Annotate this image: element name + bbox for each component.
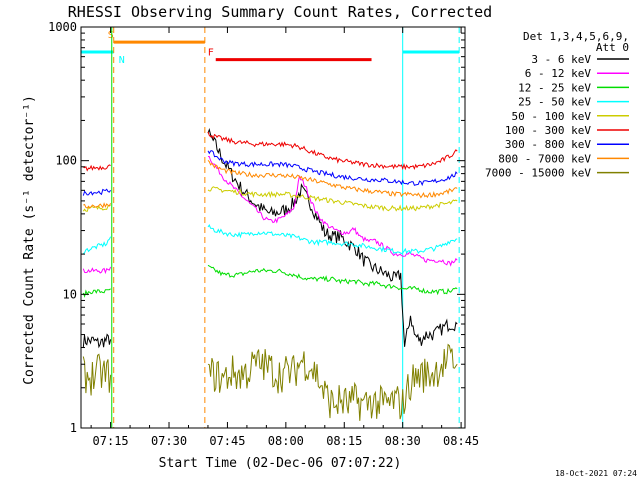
x-tick-label-3: 08:00 [268,434,304,448]
series-line-1-part-0 [82,266,112,275]
chart-title: RHESSI Observing Summary Count Rates, Co… [68,3,492,21]
y-axis-label: Corrected Count Rate (s⁻¹ detector⁻¹) [22,95,37,385]
x-axis-label: Start Time (02-Dec-06 07:07:22) [159,456,402,471]
series-line-7-part-1 [207,160,458,199]
series-8 [82,343,458,421]
series-6 [82,150,458,196]
x-tick-label-5: 08:30 [385,434,421,448]
legend-label-0: 3 - 6 keV [531,53,591,66]
legend-label-8: 7000 - 15000 keV [485,167,591,180]
y-axis-ticks: 1 10 100 1000 [48,20,465,435]
series-line-2-part-1 [207,264,458,296]
legend-label-5: 100 - 300 keV [505,124,591,137]
series-line-6-part-1 [207,150,458,187]
series-lines [82,128,458,421]
series-line-2-part-0 [82,288,111,298]
x-axis-ticks: 07:15 07:30 07:45 08:00 08:15 08:30 08:45 [90,27,479,448]
x-tick-label-0: 07:15 [93,434,129,448]
series-4 [82,186,458,212]
series-line-0-part-0 [82,333,112,349]
flag-label-s: S [108,30,114,41]
legend-label-1: 6 - 12 keV [525,67,592,80]
series-3 [83,224,458,255]
plot-area-frame [80,26,466,429]
series-line-7-part-0 [83,202,112,209]
y-tick-label-1: 10 [63,287,77,301]
series-line-4-part-0 [82,204,111,212]
series-5 [83,131,458,172]
series-line-8-part-0 [82,353,112,396]
series-line-6-part-0 [82,188,112,196]
legend-label-7: 800 - 7000 keV [498,152,591,165]
series-line-5-part-0 [83,164,111,172]
series-line-5-part-1 [207,131,458,171]
legend-label-6: 300 - 800 keV [505,138,591,151]
series-1 [82,156,458,275]
series-line-3-part-0 [83,236,112,255]
y-tick-label-0: 1 [70,421,77,435]
series-line-0-part-1 [207,128,458,347]
series-line-4-part-1 [207,186,458,212]
series-0 [82,128,458,349]
series-line-1-part-1 [207,156,458,267]
y-tick-label-2: 100 [55,154,77,168]
legend-label-3: 25 - 50 keV [518,96,591,109]
legend-label-4: 50 - 100 keV [512,110,592,123]
legend-header-line-2: Att 0 [596,41,629,54]
series-2 [82,264,458,298]
flag-label-n: N [119,55,125,66]
footer-timestamp: 18-Oct-2021 07:24 [555,469,637,478]
vertical-markers [80,27,460,428]
x-tick-label-2: 07:45 [209,434,245,448]
legend-label-2: 12 - 25 keV [518,81,591,94]
series-line-3-part-1 [207,224,458,255]
series-7 [83,160,458,209]
y-tick-label-3: 1000 [48,20,77,34]
flag-bars: N S F [81,30,460,66]
x-tick-label-1: 07:30 [151,434,187,448]
flag-label-f: F [208,48,214,59]
x-tick-label-6: 08:45 [443,434,479,448]
x-tick-label-4: 08:15 [326,434,362,448]
series-line-8-part-1 [207,343,458,421]
legend-header-line-1: Det 1,3,4,5,6,9, [523,30,629,43]
